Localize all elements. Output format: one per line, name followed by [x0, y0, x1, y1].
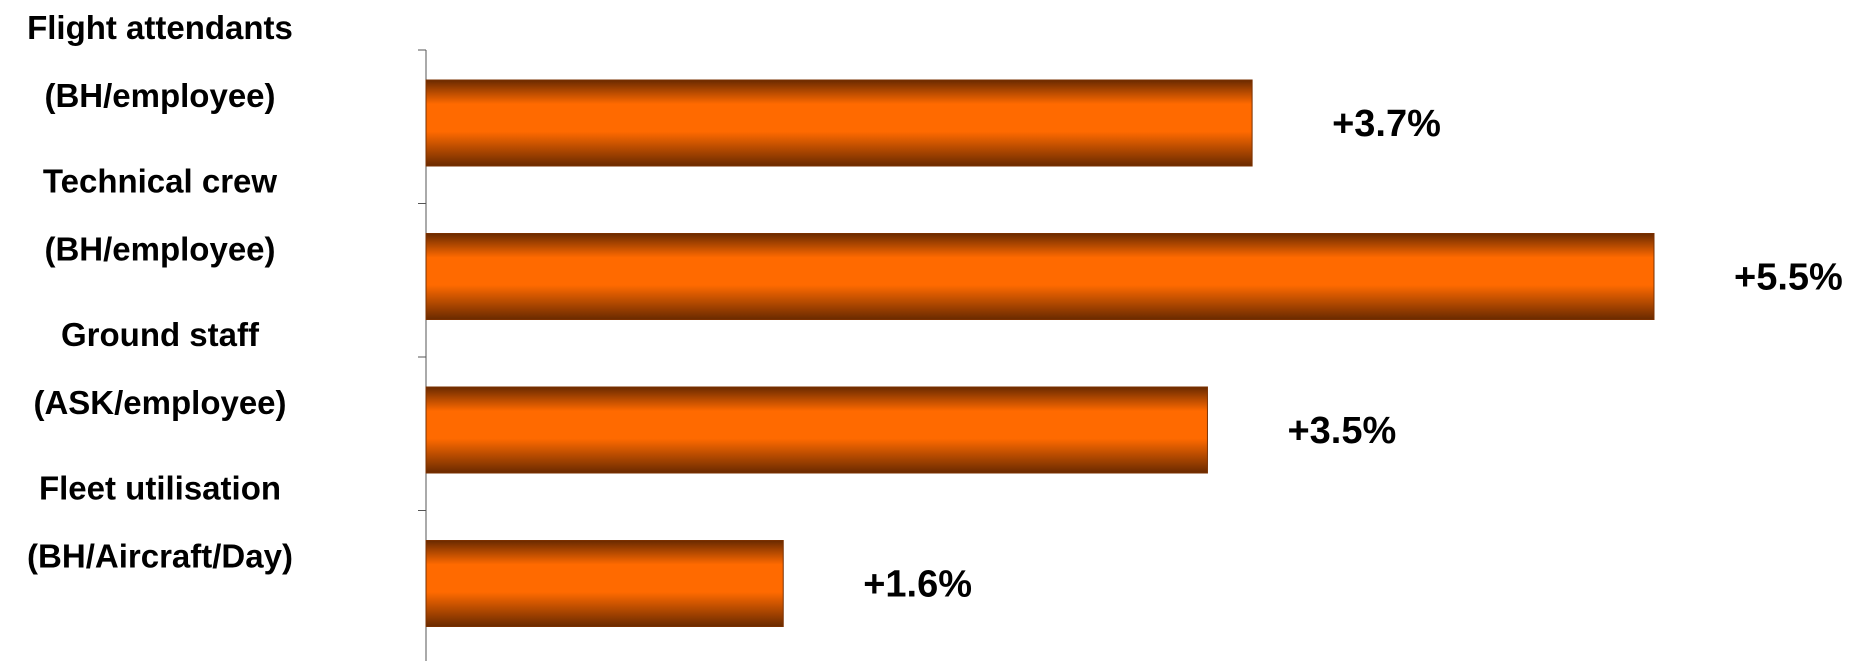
- category-label: Ground staff (ASK/employee): [33, 316, 286, 421]
- bars: [425, 79, 1655, 627]
- data-label: +5.5%: [1734, 257, 1843, 299]
- category-label: Technical crew (BH/employee): [43, 163, 277, 268]
- data-labels: +3.7% +5.5% +3.5% +1.6%: [863, 103, 1843, 606]
- bar: [425, 386, 1208, 474]
- bar: [425, 233, 1655, 320]
- category-labels: Flight attendants (BH/employee) Technical …: [27, 9, 293, 575]
- data-label: +1.6%: [863, 564, 972, 606]
- bar: [425, 79, 1253, 167]
- category-label: Flight attendants (BH/employee): [27, 9, 293, 114]
- bar: [425, 540, 784, 627]
- data-label: +3.7%: [1332, 103, 1441, 145]
- data-label: +3.5%: [1287, 410, 1396, 452]
- y-axis: [418, 49, 427, 661]
- category-label: Fleet utilisation (BH/Aircraft/Day): [27, 470, 293, 575]
